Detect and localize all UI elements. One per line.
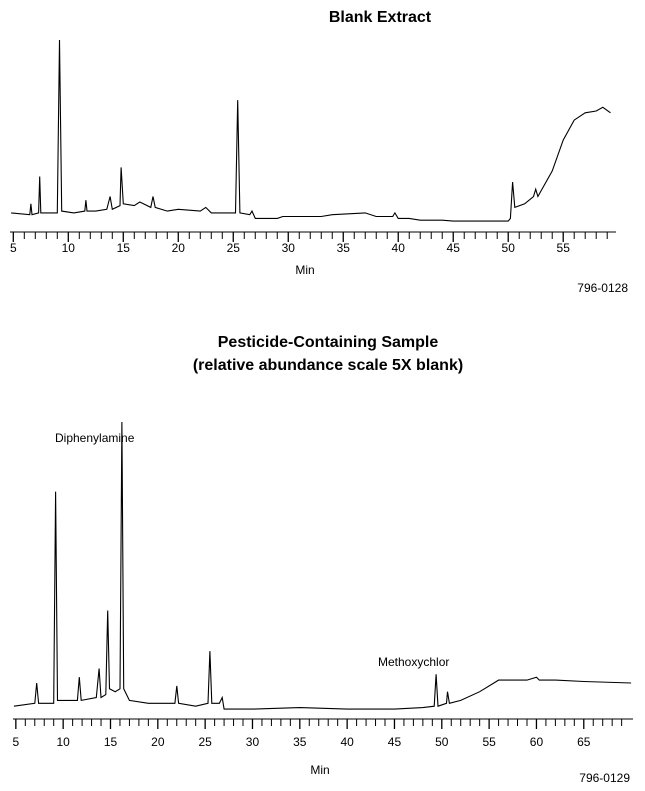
x-tick-label: 25 — [198, 735, 212, 749]
x-tick-label: 55 — [557, 241, 571, 255]
x-tick-label: 45 — [447, 241, 461, 255]
x-tick-label: 35 — [293, 735, 307, 749]
x-tick-label: 50 — [435, 735, 449, 749]
x-tick-label: 50 — [502, 241, 516, 255]
x-tick-label: 5 — [12, 735, 19, 749]
x-tick-label: 60 — [530, 735, 544, 749]
x-tick-label: 20 — [172, 241, 186, 255]
x-tick-label: 30 — [282, 241, 296, 255]
trace — [11, 39, 611, 222]
figure-code: 796-0128 — [577, 281, 628, 295]
figure-code: 796-0129 — [579, 771, 630, 785]
x-tick-label: 10 — [62, 241, 76, 255]
x-tick-label: 65 — [577, 735, 591, 749]
x-axis-label: Min — [310, 763, 329, 777]
x-axis-label: Min — [295, 263, 314, 277]
x-tick-label: 30 — [246, 735, 260, 749]
x-tick-label: 10 — [56, 735, 70, 749]
x-tick-label: 35 — [337, 241, 351, 255]
x-tick-label: 25 — [227, 241, 241, 255]
x-tick-label: 40 — [392, 241, 406, 255]
x-tick-label: 15 — [117, 241, 131, 255]
peak-annotation: Methoxychlor — [378, 655, 449, 669]
x-tick-label: 45 — [388, 735, 402, 749]
x-tick-label: 55 — [482, 735, 496, 749]
x-tick-label: 20 — [151, 735, 165, 749]
x-tick-label: 40 — [340, 735, 354, 749]
trace — [13, 421, 632, 710]
chart-subtitle: (relative abundance scale 5X blank) — [193, 357, 463, 374]
x-tick-label: 15 — [104, 735, 118, 749]
peak-annotation: Diphenylamine — [55, 431, 135, 445]
chart-title: Blank Extract — [329, 9, 432, 26]
chart-title: Pesticide-Containing Sample — [218, 334, 439, 351]
x-tick-label: 5 — [10, 241, 17, 255]
